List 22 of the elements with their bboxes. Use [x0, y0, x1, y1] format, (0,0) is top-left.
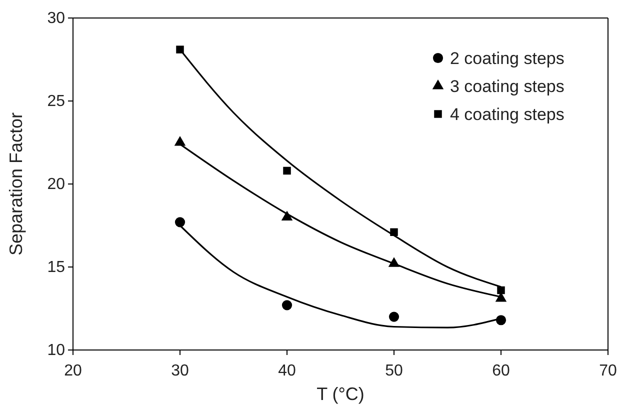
x-tick-label: 20: [64, 362, 82, 380]
legend-label: 2 coating steps: [450, 49, 564, 68]
x-tick-label: 60: [492, 362, 510, 380]
point: [283, 166, 291, 175]
point: [497, 286, 505, 294]
point: [388, 312, 400, 322]
point: [176, 46, 184, 54]
y-tick-label: 15: [47, 259, 66, 276]
y-tick-label: 30: [47, 10, 66, 28]
y-tick-label: 10: [47, 342, 66, 360]
x-tick-label: 70: [599, 362, 617, 380]
point: [282, 300, 292, 310]
y-axis-title: Separation Factor: [6, 112, 26, 256]
y-tick-label: 25: [47, 93, 66, 110]
x-tick-label: 50: [385, 362, 403, 380]
legend-label: 4 coating steps: [450, 105, 564, 124]
y-tick-label: 20: [47, 176, 66, 194]
legend-label: 3 coating steps: [450, 77, 564, 96]
x-tick-label: 40: [278, 362, 296, 380]
x-tick-label: 30: [171, 362, 189, 380]
point: [174, 217, 186, 228]
x-axis-title: T (°C): [316, 384, 364, 404]
